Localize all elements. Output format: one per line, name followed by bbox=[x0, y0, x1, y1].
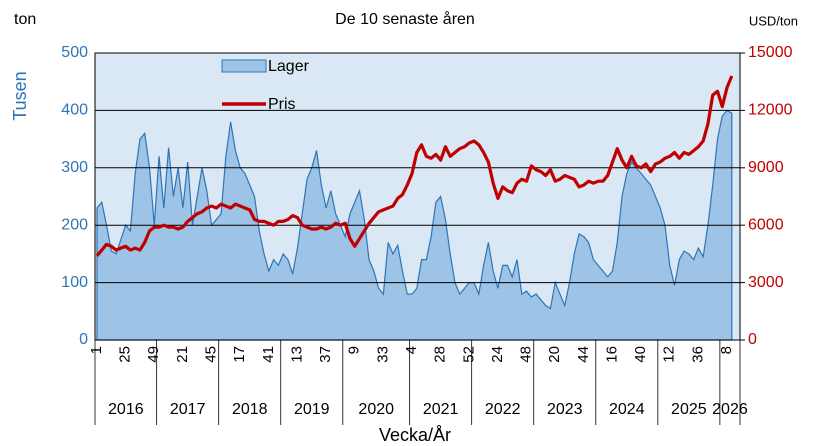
legend-label: Pris bbox=[268, 96, 296, 113]
x-tick-label: 41 bbox=[260, 346, 277, 363]
x-tick-label: 37 bbox=[317, 346, 334, 363]
y-tick-label: 400 bbox=[61, 102, 88, 119]
y2-tick-label: 15000 bbox=[748, 44, 793, 61]
x-tick-label: 33 bbox=[374, 346, 391, 363]
chart-title: De 10 senaste åren bbox=[335, 10, 475, 28]
x-tick-label: 16 bbox=[603, 346, 620, 363]
year-label: 2022 bbox=[485, 401, 521, 418]
y2-tick-label: 9000 bbox=[748, 159, 784, 176]
year-label: 2020 bbox=[358, 401, 394, 418]
x-tick-label: 4 bbox=[403, 346, 420, 354]
legend-label: Lager bbox=[268, 58, 310, 75]
y2-unit: USD/ton bbox=[749, 13, 798, 28]
x-tick-label: 49 bbox=[145, 346, 162, 363]
x-tick-label: 24 bbox=[489, 346, 506, 363]
year-label: 2021 bbox=[423, 401, 459, 418]
y2-tick-label: 6000 bbox=[748, 216, 784, 233]
year-label: 2024 bbox=[609, 401, 645, 418]
legend-swatch bbox=[221, 59, 267, 73]
x-tick-label: 45 bbox=[203, 346, 220, 363]
year-label: 2019 bbox=[294, 401, 330, 418]
y-tick-label: 300 bbox=[61, 159, 88, 176]
y-tick-label: 100 bbox=[61, 274, 88, 291]
x-tick-label: 13 bbox=[288, 346, 305, 363]
x-tick-label: 40 bbox=[632, 346, 649, 363]
x-axis-title: Vecka/År bbox=[379, 425, 451, 445]
year-label: 2016 bbox=[108, 401, 144, 418]
y-unit: ton bbox=[14, 11, 36, 28]
x-tick-label: 36 bbox=[689, 346, 706, 363]
x-tick-label: 1 bbox=[88, 346, 105, 354]
x-tick-label: 48 bbox=[518, 346, 535, 363]
y-tick-label: 500 bbox=[61, 44, 88, 61]
y-axis-title: Tusen bbox=[10, 71, 30, 120]
x-tick-label: 52 bbox=[460, 346, 477, 363]
y-tick-label: 0 bbox=[79, 331, 88, 348]
x-tick-label: 17 bbox=[231, 346, 248, 363]
x-tick-label: 44 bbox=[575, 346, 592, 363]
year-label: 2026 bbox=[712, 401, 748, 418]
x-tick-label: 25 bbox=[117, 346, 134, 363]
x-tick-label: 28 bbox=[432, 346, 449, 363]
year-label: 2025 bbox=[671, 401, 707, 418]
y2-tick-label: 3000 bbox=[748, 274, 784, 291]
x-tick-label: 8 bbox=[718, 346, 735, 354]
year-label: 2017 bbox=[170, 401, 206, 418]
x-tick-label: 9 bbox=[346, 346, 363, 354]
y2-tick-label: 0 bbox=[748, 331, 757, 348]
line bbox=[95, 75, 734, 257]
plot-frame bbox=[94, 52, 741, 341]
x-tick-label: 20 bbox=[546, 346, 563, 363]
y-tick-label: 200 bbox=[61, 216, 88, 233]
year-label: 2023 bbox=[547, 401, 583, 418]
y2-tick-label: 12000 bbox=[748, 102, 793, 119]
x-tick-label: 21 bbox=[174, 346, 191, 363]
year-label: 2018 bbox=[232, 401, 268, 418]
x-tick-label: 12 bbox=[661, 346, 678, 363]
